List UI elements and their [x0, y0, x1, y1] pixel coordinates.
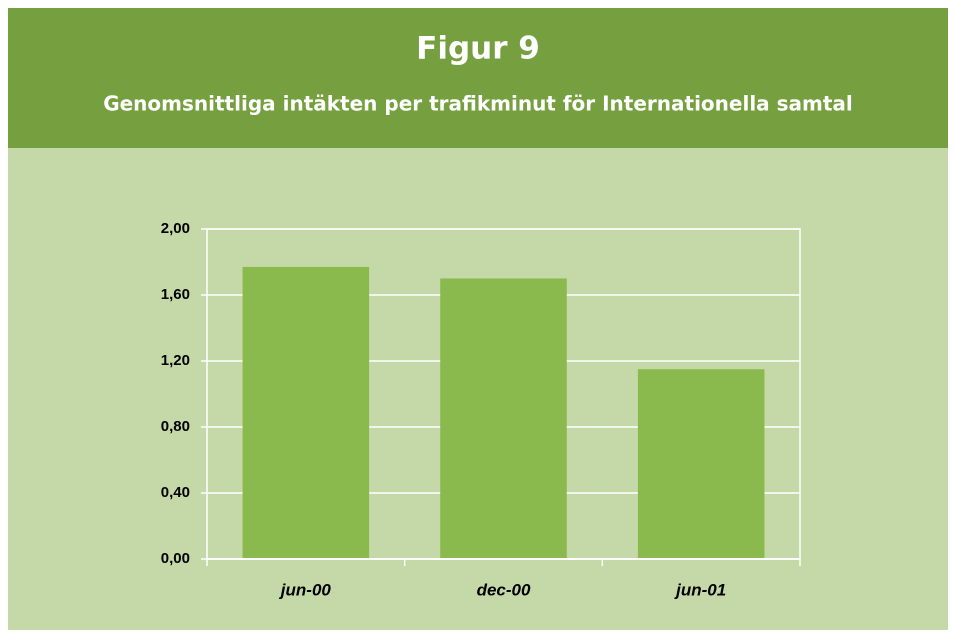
x-tick-label: dec-00 [477, 580, 531, 599]
bar [637, 369, 765, 559]
chart-title: Figur 9 [416, 31, 540, 67]
x-tick-label: jun-01 [674, 580, 726, 599]
y-tick-label: 1,60 [161, 286, 190, 303]
y-tick-label: 1,20 [161, 352, 190, 369]
x-tick-label: jun-00 [279, 580, 332, 599]
y-tick-label: 0,40 [161, 484, 190, 501]
chart-subtitle: Genomsnittliga intäkten per trafikminut … [103, 92, 853, 116]
header-band [8, 8, 948, 148]
y-tick-label: 2,00 [161, 220, 190, 237]
bar [440, 278, 567, 559]
y-tick-label: 0,00 [161, 550, 190, 567]
bar [242, 266, 370, 559]
y-tick-label: 0,80 [161, 418, 190, 435]
